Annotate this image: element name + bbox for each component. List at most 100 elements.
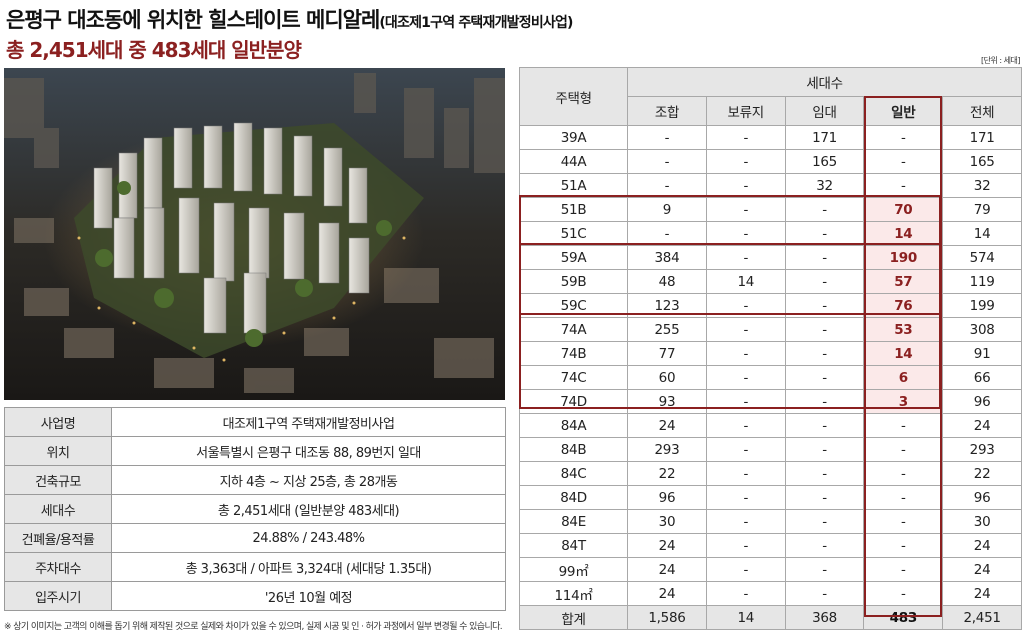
- cell-union: 9: [627, 197, 707, 222]
- info-label: 위치: [4, 436, 112, 466]
- table-row: 51A - -32-32: [518, 173, 1022, 198]
- cell-total: 165: [942, 149, 1022, 174]
- cell-rental: 368: [784, 605, 865, 630]
- cell-total: 96: [942, 485, 1022, 510]
- cell-reserved: -: [705, 509, 786, 534]
- cell-rental: -: [784, 533, 865, 558]
- title-main: 은평구 대조동에 위치한 힐스테이트 메디알레: [6, 8, 380, 32]
- cell-general: -: [863, 437, 944, 462]
- info-value: '26년 10월 예정: [111, 581, 506, 611]
- footnote: ※ 상기 이미지는 고객의 이해를 돕기 위해 제작된 것으로 실제와 차이가 …: [4, 622, 503, 632]
- table-row: 84C 22- - -22: [518, 461, 1022, 486]
- cell-total: 22: [942, 461, 1022, 486]
- info-value: 총 2,451세대 (일반분양 483세대): [111, 494, 506, 524]
- table-row: 74B 77- -14 91: [518, 341, 1022, 366]
- cell-rental: -: [784, 485, 865, 510]
- table-row: 84E 30- - -30: [518, 509, 1022, 534]
- cell-total: 66: [942, 365, 1022, 390]
- cell-rental: 165: [784, 149, 865, 174]
- info-label: 건폐율/용적률: [4, 523, 112, 553]
- cell-union: 30: [627, 509, 707, 534]
- cell-union: 93: [627, 389, 707, 414]
- title-sub: (대조제1구역 주택재개발정비사업): [379, 15, 573, 31]
- cell-rental: -: [784, 197, 865, 222]
- cell-rental: -: [784, 341, 865, 366]
- cell-reserved: -: [705, 245, 786, 270]
- cell-general: -: [863, 413, 944, 438]
- cell-total: 293: [942, 437, 1022, 462]
- cell-total: 91: [942, 341, 1022, 366]
- info-label: 주차대수: [4, 552, 112, 582]
- info-row: 건폐율/용적률 24.88% / 243.48%: [4, 523, 506, 553]
- table-row: 74A 255- -53 308: [518, 317, 1022, 342]
- cell-total: 24: [942, 413, 1022, 438]
- cell-type: 39A: [518, 125, 629, 150]
- table-row: 84D 96- - -96: [518, 485, 1022, 510]
- info-row: 주차대수 총 3,363대 / 아파트 3,324대 (세대당 1.35대): [4, 552, 506, 582]
- cell-union: -: [627, 221, 707, 246]
- cell-type: 84T: [518, 533, 629, 558]
- info-label: 사업명: [4, 407, 112, 437]
- cell-rental: 171: [784, 125, 865, 150]
- header-col-general: 일반: [863, 96, 944, 126]
- table-row: 39A - -171-171: [518, 125, 1022, 150]
- cell-general: -: [863, 461, 944, 486]
- cell-reserved: -: [705, 149, 786, 174]
- info-row: 건축규모 지하 4층 ~ 지상 25층, 총 28개동: [4, 465, 506, 495]
- cell-reserved: -: [705, 317, 786, 342]
- table-row: 84A 24- - -24: [518, 413, 1022, 438]
- cell-type: 99㎡: [518, 557, 629, 582]
- cell-rental: -: [784, 509, 865, 534]
- cell-total: 574: [942, 245, 1022, 270]
- cell-union: 24: [627, 413, 707, 438]
- page-title: 은평구 대조동에 위치한 힐스테이트 메디알레(대조제1구역 주택재개발정비사업…: [6, 4, 573, 34]
- cell-union: 123: [627, 293, 707, 318]
- cell-type: 84A: [518, 413, 629, 438]
- cell-total: 96: [942, 389, 1022, 414]
- cell-reserved: -: [705, 413, 786, 438]
- table-row: 51C - - -14 14: [518, 221, 1022, 246]
- cell-rental: -: [784, 581, 865, 606]
- cell-union: -: [627, 149, 707, 174]
- table-row: 51B 9- -70 79: [518, 197, 1022, 222]
- cell-reserved: -: [705, 581, 786, 606]
- cell-type: 74D: [518, 389, 629, 414]
- table-row: 84T 24- - -24: [518, 533, 1022, 558]
- cell-type: 114㎡: [518, 581, 629, 606]
- cell-general: -: [863, 125, 944, 150]
- cell-reserved: -: [705, 221, 786, 246]
- cell-total: 24: [942, 557, 1022, 582]
- table-row: 59C 123- -76 199: [518, 293, 1022, 318]
- cell-union: -: [627, 125, 707, 150]
- header-col-reserved: 보류지: [705, 96, 786, 126]
- cell-general: -: [863, 149, 944, 174]
- header-col-total: 전체: [942, 96, 1022, 126]
- info-label: 건축규모: [4, 465, 112, 495]
- cell-union: -: [627, 173, 707, 198]
- table-row: 99㎡ 24- - -24: [518, 557, 1022, 582]
- cell-rental: -: [784, 221, 865, 246]
- cell-total: 30: [942, 509, 1022, 534]
- cell-general: 70: [863, 197, 944, 222]
- table-row: 74D 93- -3 96: [518, 389, 1022, 414]
- cell-union: 22: [627, 461, 707, 486]
- cell-general: 57: [863, 269, 944, 294]
- header-unit-type: 주택형: [518, 67, 629, 126]
- cell-reserved: 14: [705, 269, 786, 294]
- aerial-rendering-image: [4, 68, 505, 400]
- cell-reserved: -: [705, 365, 786, 390]
- cell-rental: -: [784, 437, 865, 462]
- table-row: 59A 384- -190 574: [518, 245, 1022, 270]
- cell-type: 84B: [518, 437, 629, 462]
- cell-type: 51C: [518, 221, 629, 246]
- cell-reserved: -: [705, 125, 786, 150]
- cell-general: 483: [863, 605, 944, 630]
- cell-reserved: -: [705, 389, 786, 414]
- cell-type: 84E: [518, 509, 629, 534]
- cell-type: 84C: [518, 461, 629, 486]
- cell-reserved: -: [705, 173, 786, 198]
- cell-rental: -: [784, 245, 865, 270]
- info-value: 대조제1구역 주택재개발정비사업: [111, 407, 506, 437]
- cell-rental: -: [784, 293, 865, 318]
- header-unit-count: 세대수: [627, 67, 1022, 97]
